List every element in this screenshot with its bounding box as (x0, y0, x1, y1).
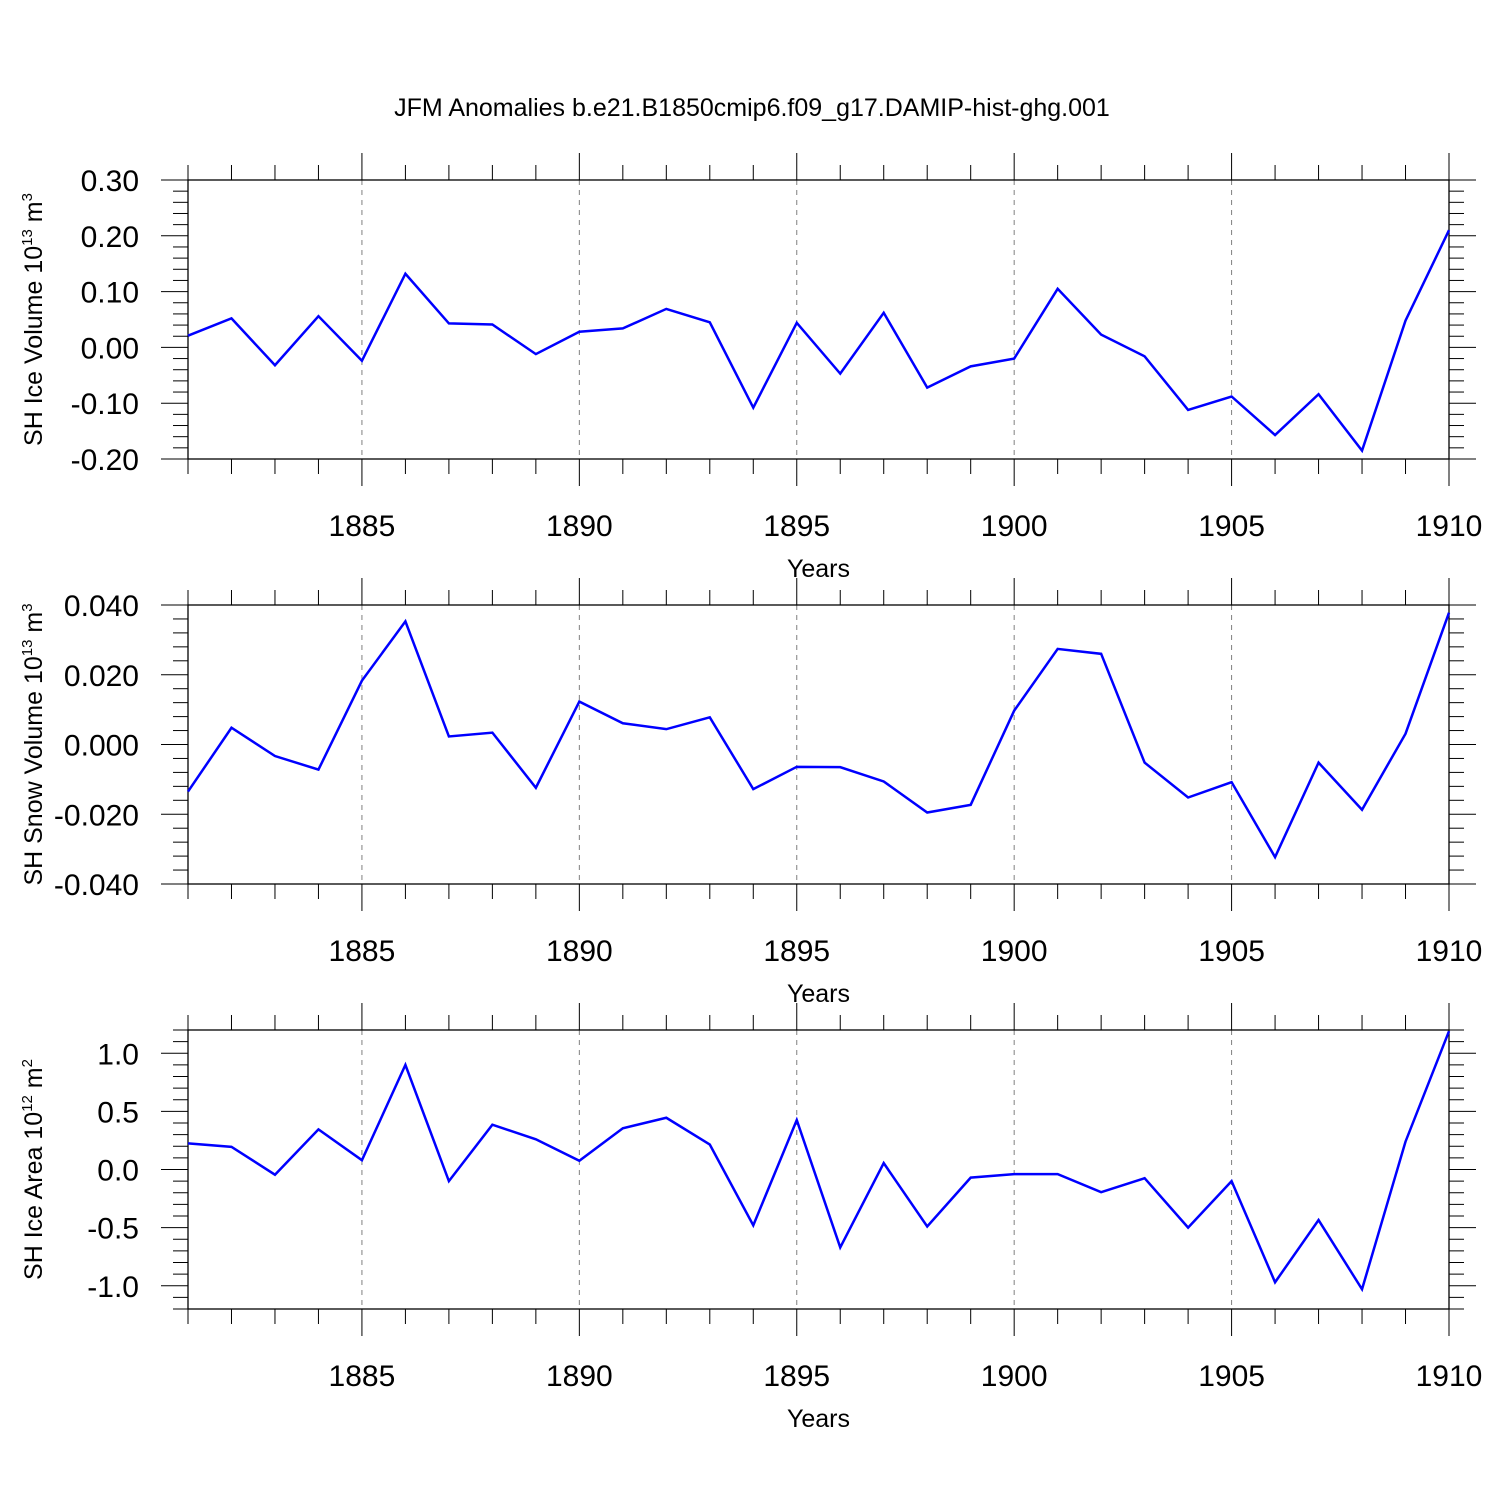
y-tick-label: 0.040 (64, 590, 139, 623)
y-axis-title: SH Ice Volume 1013 m3 (19, 193, 48, 446)
plot-frame (187, 179, 1450, 460)
x-axis-title: Years (787, 1405, 850, 1433)
y-tick-label: 0.0 (97, 1155, 139, 1188)
x-tick-label-1905: 1905 (1198, 510, 1265, 543)
y-axis-title: SH Ice Area 1012 m2 (19, 1059, 48, 1280)
x-tick-label-1910: 1910 (1416, 1360, 1483, 1393)
y-tick-label: -0.10 (71, 388, 139, 421)
x-tick-label-1905: 1905 (1198, 1360, 1265, 1393)
x-tick-label-1890: 1890 (546, 510, 613, 543)
x-tick-label-1900: 1900 (981, 935, 1048, 968)
y-tick-label: 1.0 (97, 1038, 139, 1071)
x-axis-title: Years (787, 555, 850, 583)
x-tick-label-1910: 1910 (1416, 510, 1483, 543)
y-tick-label: 0.30 (81, 165, 139, 198)
y-tick-label: -0.020 (54, 799, 139, 832)
x-tick-label-1910: 1910 (1416, 935, 1483, 968)
x-tick-label-1890: 1890 (546, 1360, 613, 1393)
x-tick-label-1900: 1900 (981, 510, 1048, 543)
x-tick-label-1890: 1890 (546, 935, 613, 968)
x-tick-label-1895: 1895 (763, 510, 830, 543)
x-tick-label-1885: 1885 (329, 1360, 396, 1393)
series-line (187, 229, 1451, 454)
x-tick-label-1885: 1885 (329, 935, 396, 968)
y-tick-label: 0.10 (81, 277, 139, 310)
x-tick-label-1900: 1900 (981, 1360, 1048, 1393)
y-tick-label: 0.20 (81, 221, 139, 254)
y-tick-label: -0.5 (87, 1213, 139, 1246)
y-tick-label: 0.00 (81, 332, 139, 365)
plot-frame (187, 1029, 1450, 1310)
y-tick-label: -1.0 (87, 1271, 139, 1304)
x-tick-label-1885: 1885 (329, 510, 396, 543)
y-tick-label: -0.040 (54, 869, 139, 902)
panel-sh-ice-area: 1885 1890 1895 1900 1905 1910 -1.0 -0.5 0.0 0.5 1.… (19, 1003, 1482, 1433)
series-line (187, 1030, 1451, 1293)
y-tick-label: 0.020 (64, 660, 139, 693)
y-tick-label: 0.000 (64, 730, 139, 763)
panel-sh-snow-volume: 1885 1890 1895 1900 1905 1910 -0.040 -0.020 0.00… (19, 578, 1482, 1008)
x-axis-title: Years (787, 980, 850, 1008)
y-tick-label: 0.5 (97, 1096, 139, 1129)
plot-frame (187, 604, 1450, 885)
x-tick-label-1895: 1895 (763, 935, 830, 968)
figure-title: JFM Anomalies b.e21.B1850cmip6.f09_g17.D… (394, 94, 1110, 122)
x-tick-label-1905: 1905 (1198, 935, 1265, 968)
y-axis-title: SH Snow Volume 1013 m3 (19, 603, 48, 885)
x-tick-label-1895: 1895 (763, 1360, 830, 1393)
panel-sh-ice-volume: 1885 1890 1895 1900 1905 1910 -0.20 -0.10 0.00 0.… (19, 153, 1482, 583)
y-tick-label: -0.20 (71, 444, 139, 477)
series-line (186, 612, 1451, 860)
